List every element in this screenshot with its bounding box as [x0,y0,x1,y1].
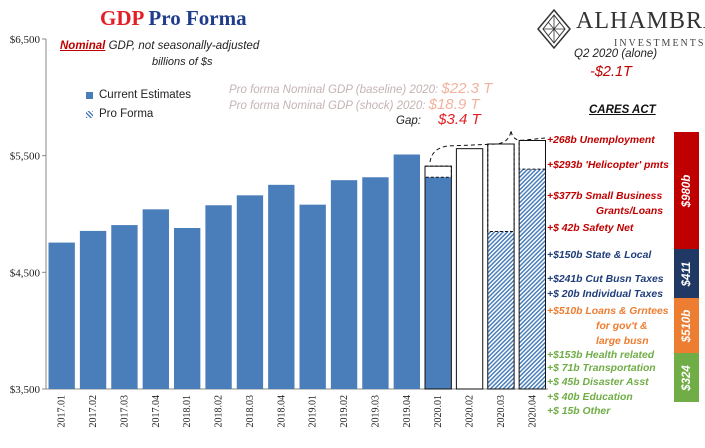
total-band: $510b [674,298,699,353]
bar-current-estimate [268,184,295,389]
legend-swatch-solid [86,91,93,99]
cares-act-item: +$153b Health related [547,350,655,361]
gap-outline-segment [424,165,452,178]
legend-pro-forma: Pro Forma [86,108,153,120]
cares-act-item: Grants/Loans [596,206,663,217]
logo-name: ALHAMBRA [576,8,705,34]
total-band-label: $324 [680,364,693,391]
total-band-label: $411 [680,261,693,286]
q2-note-value: -$2.1T [590,64,632,80]
legend-swatch-hatch [86,110,93,118]
pro-forma-shock-label: Pro forma Nominal GDP (shock) 2020: [229,100,426,112]
pro-forma-baseline-label: Pro forma Nominal GDP (baseline) 2020: [229,84,439,96]
total-band-label: $980b [680,174,693,207]
title-pro-forma: Pro Forma [148,6,247,30]
gap-brace [429,129,546,163]
x-tick-label: 2019.04 [402,395,413,428]
baseline-outline-bar [487,143,515,390]
subtitle-highlight: Nominal [60,40,106,52]
bar-current-estimate [425,177,452,389]
bar-pro-forma [519,169,546,389]
baseline-outline-bar [455,148,484,390]
cares-act-item: +$ 42b Safety Net [547,223,634,234]
x-tick-label: 2018.04 [276,395,287,428]
total-band-label: $510b [680,309,693,342]
baseline-outline-bar [424,165,452,390]
gap-outline-segment [487,143,515,232]
cares-act-heading: CARES ACT [589,104,656,116]
x-tick-label: 2020.04 [527,395,538,428]
units-label: billions of $s [152,56,213,68]
legend-current-estimates: Current Estimates [86,89,191,101]
cares-act-item: +268b Unemployment [547,135,655,146]
bar-pro-forma [487,231,515,389]
cares-act-item: +$510b Loans & Grntees [547,306,669,317]
y-tick-label: $3,500 [10,384,41,396]
gap-annotation: Gap: $3.4 T [396,111,481,128]
gap-label: Gap: [396,115,421,127]
total-band: $980b [674,132,699,249]
pro-forma-shock-value: $18.9 T [428,96,480,113]
alhambra-logo: ALHAMBRA INVESTMENTS [536,8,705,53]
legend-label-current: Current Estimates [99,89,192,101]
pro-forma-shock: Pro forma Nominal GDP (shock) 2020: $18.… [229,96,480,113]
cares-act-item: +$ 20b Individual Taxes [547,289,663,300]
x-tick-label: 2019.03 [370,395,381,428]
x-tick-label: 2018.02 [214,395,225,428]
x-tick-label: 2020.03 [496,395,507,428]
cares-act-item: +$377b Small Business [547,191,663,202]
x-tick-label: 2019.01 [308,395,319,428]
bar-current-estimate [142,209,169,389]
x-tick-label: 2018.01 [182,395,193,428]
cares-act-item: for gov't & [596,321,648,332]
bar-current-estimate [236,195,264,389]
cares-act-item: +$241b Cut Busn Taxes [547,274,664,285]
cares-act-item: +$ 40b Education [547,392,633,403]
bar-current-estimate [48,242,75,389]
chart-title: GDP Pro Forma [100,6,247,31]
x-tick-label: 2018.03 [245,395,256,428]
x-tick-label: 2020.02 [465,395,476,428]
x-tick-label: 2017.04 [151,395,162,428]
logo-sub: INVESTMENTS [614,38,705,49]
y-tick-label: $5,500 [10,151,41,163]
x-tick-label: 2019.02 [339,395,350,428]
cares-act-item: +$ 71b Transportation [547,363,656,374]
title-gdp: GDP [100,6,144,30]
bar-current-estimate [79,230,107,389]
x-tick-label: 2017.03 [119,395,130,428]
bar-current-estimate [205,205,232,389]
x-tick-label: 2020.01 [433,395,444,428]
y-tick-label: $6,500 [10,34,41,46]
x-tick-label: 2017.01 [57,395,68,428]
gap-outline-segment [518,140,546,170]
x-tick-label: 2017.02 [88,395,99,428]
q2-note-label: Q2 2020 (alone) [574,48,658,60]
cares-act-item: +$ 15b Other [547,406,611,417]
cares-act-item: large busn [596,336,649,347]
chart-subtitle: Nominal GDP, not seasonally-adjusted [60,40,259,52]
bar-current-estimate [393,154,420,389]
cares-act-item: +$293b 'Helicopter' pmts [547,160,669,171]
legend-label-proforma: Pro Forma [99,108,154,120]
bar-current-estimate [111,225,138,389]
cares-act-item: +$ 45b Disaster Asst [547,377,649,388]
bar-current-estimate [299,204,326,389]
bar-current-estimate [174,228,201,389]
subtitle-text: GDP, not seasonally-adjusted [105,40,260,52]
cares-act-item: +$150b State & Local [547,250,652,261]
total-band: $411 [674,249,699,298]
bar-current-estimate [362,177,389,389]
logo-diamond-icon [537,8,571,50]
y-tick-label: $4,500 [10,267,41,279]
bar-current-estimate [330,180,358,389]
pro-forma-baseline-value: $22.3 T [441,80,493,97]
gap-value: $3.4 T [438,111,481,128]
pro-forma-baseline: Pro forma Nominal GDP (baseline) 2020: $… [229,80,492,97]
baseline-outline-bar [518,140,546,390]
total-band: $324 [674,353,699,402]
